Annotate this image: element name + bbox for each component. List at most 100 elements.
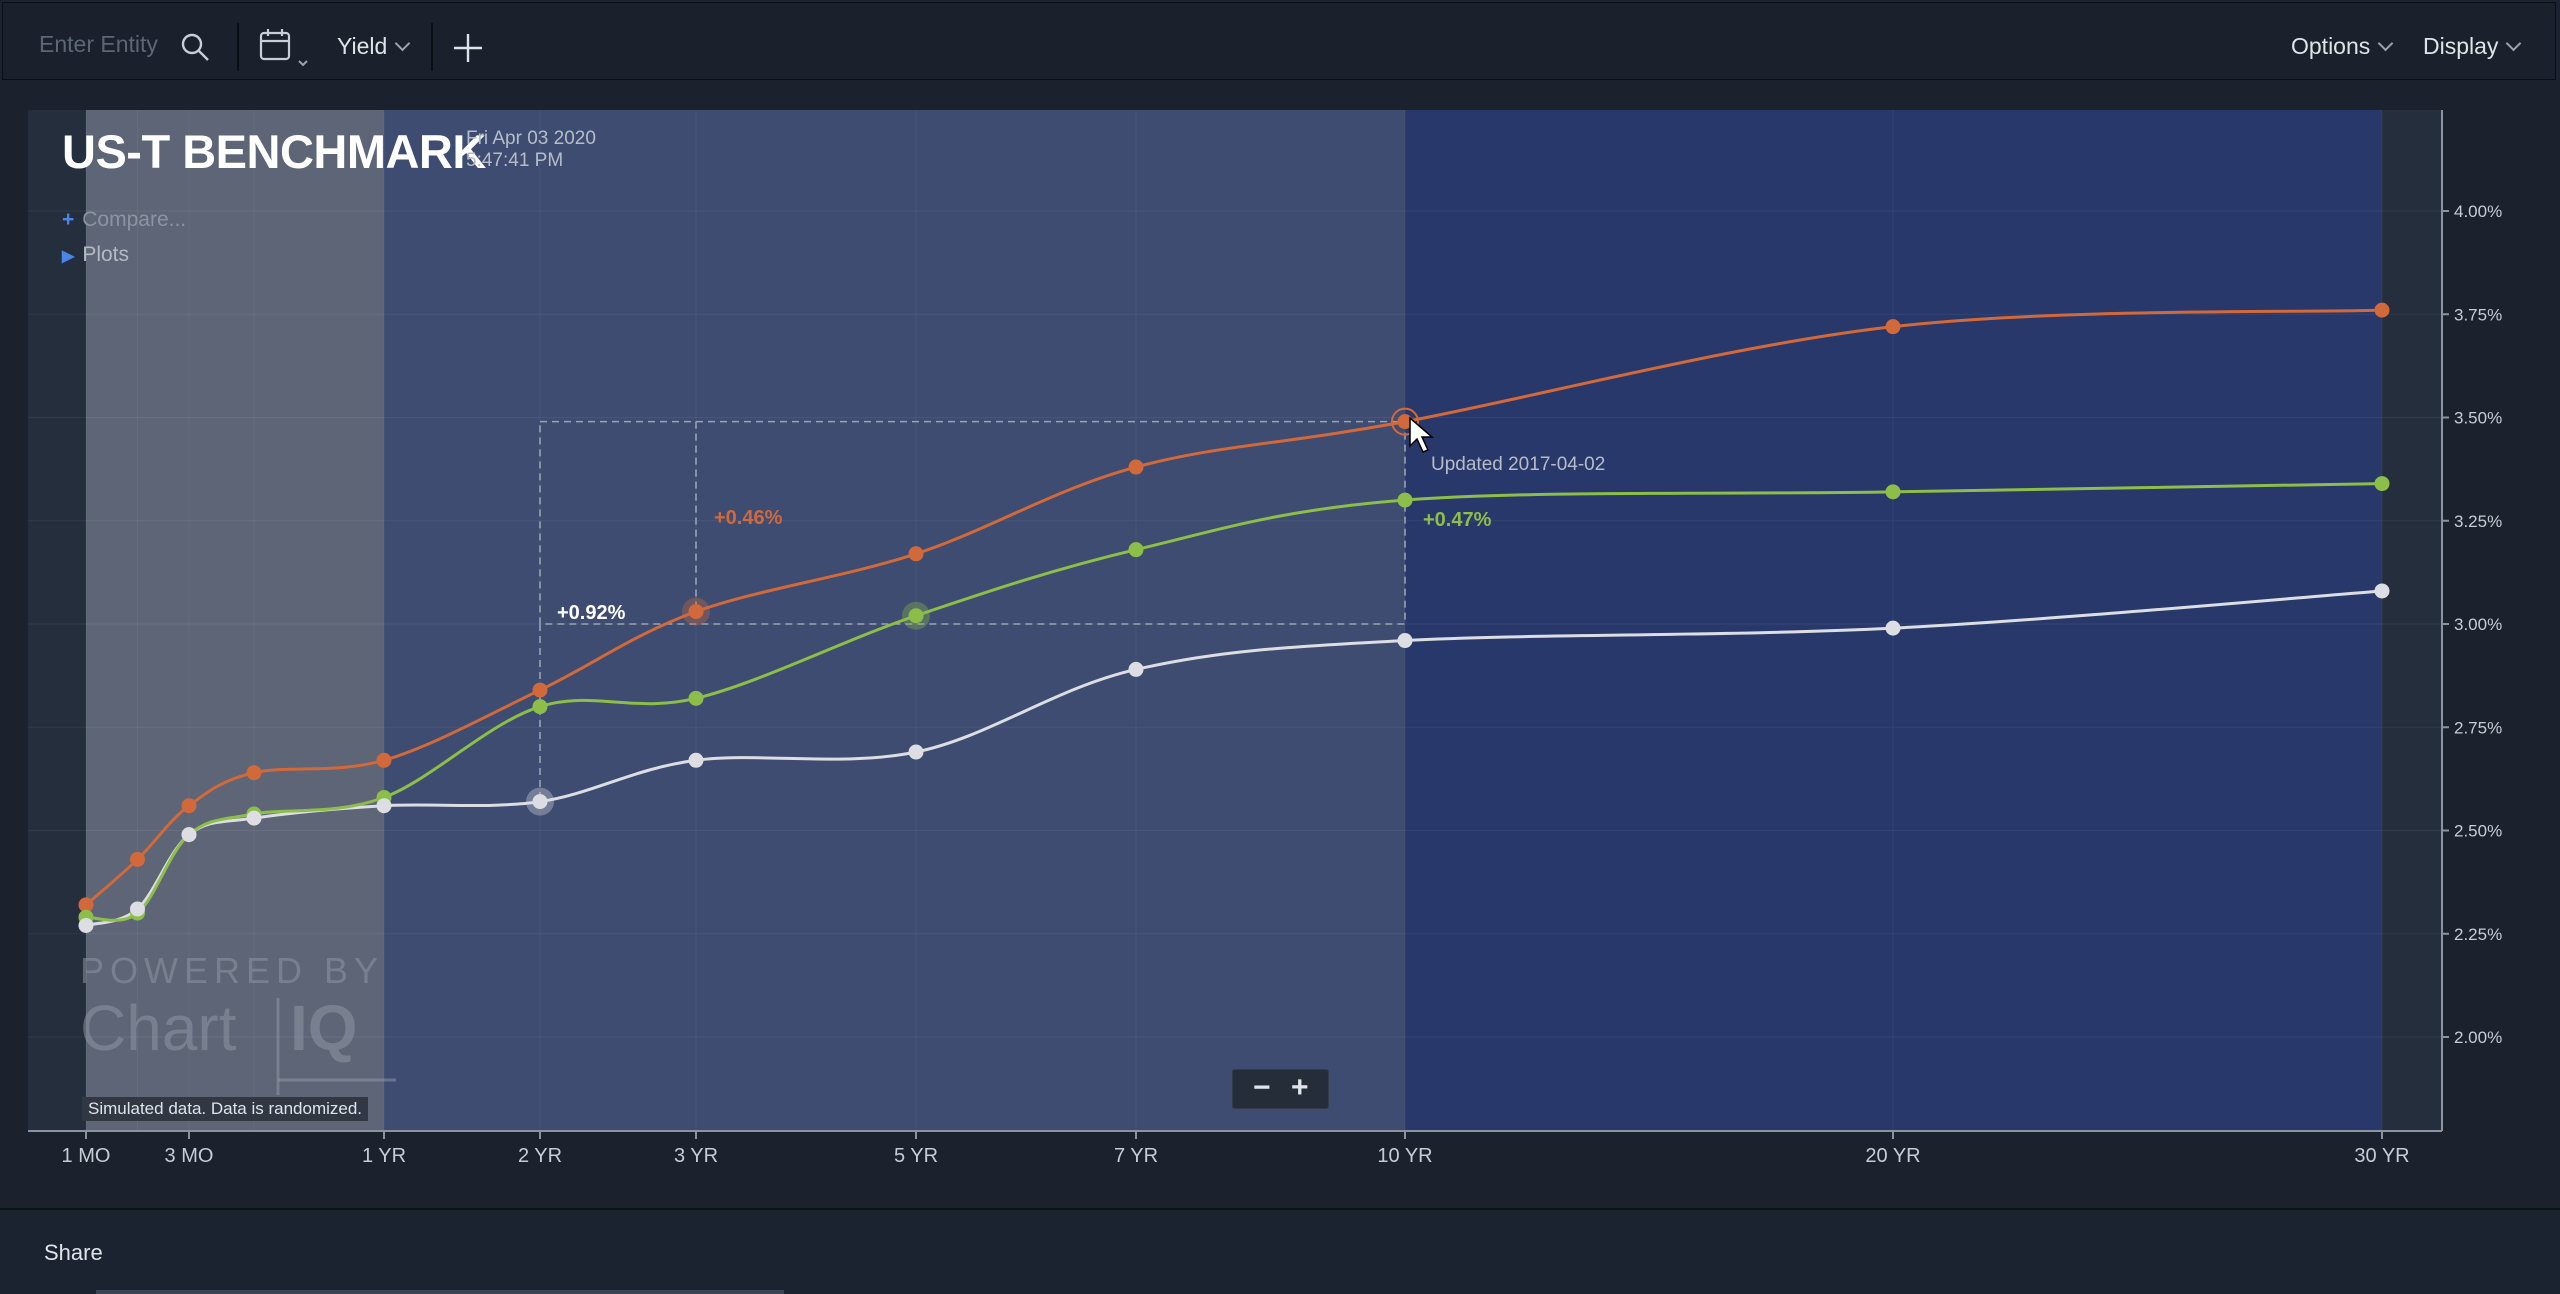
series-point-green bbox=[532, 699, 548, 715]
plus-icon[interactable] bbox=[453, 33, 483, 63]
zoom-controls: − + bbox=[1232, 1069, 1329, 1109]
y-tick-label: 2.25% bbox=[2454, 925, 2502, 944]
plots-label: Plots bbox=[82, 243, 129, 266]
display-menu[interactable]: Display bbox=[2423, 33, 2522, 60]
series-line-white bbox=[85, 589, 2383, 927]
chevron-down-icon bbox=[2506, 35, 2522, 52]
watermark-powered-by: POWERED BY bbox=[80, 950, 384, 991]
x-tick-label: 3 YR bbox=[674, 1145, 718, 1167]
series-point-white bbox=[2374, 583, 2390, 599]
yield-dropdown[interactable]: Yield bbox=[337, 33, 411, 60]
series-point-orange bbox=[1885, 319, 1901, 335]
chevron-down-icon bbox=[395, 35, 411, 52]
simulated-data-note: Simulated data. Data is randomized. bbox=[82, 1097, 369, 1121]
series-point-green bbox=[688, 690, 704, 706]
series-point-white bbox=[688, 752, 704, 768]
x-tick-label: 7 YR bbox=[1114, 1145, 1158, 1167]
series-point-orange bbox=[1397, 414, 1413, 430]
svg-text:Chart: Chart bbox=[80, 992, 237, 1064]
footer: Share bbox=[0, 1208, 2560, 1294]
series-point-white bbox=[130, 901, 145, 917]
series-point-green bbox=[908, 608, 924, 624]
series-point-white bbox=[246, 810, 262, 826]
x-tick-label: 3 MO bbox=[165, 1145, 214, 1167]
measure-label-2yr: +0.92% bbox=[557, 602, 626, 624]
plus-icon: + bbox=[62, 208, 75, 231]
highlight-halo bbox=[682, 597, 710, 626]
series-point-white bbox=[1128, 661, 1144, 677]
series-point-orange bbox=[1128, 459, 1144, 475]
entity-input[interactable]: Enter Entity bbox=[39, 31, 158, 57]
measure-label-3yr: +0.46% bbox=[714, 507, 783, 529]
series-line-orange bbox=[85, 308, 2383, 906]
yield-label: Yield bbox=[337, 33, 388, 59]
compare-button[interactable]: + Compare... bbox=[62, 208, 186, 232]
x-tick-label: 2 YR bbox=[518, 1145, 562, 1167]
plots-toggle[interactable]: ▶ Plots bbox=[62, 243, 129, 267]
range-band-short bbox=[86, 110, 384, 1131]
series-point-green bbox=[2374, 476, 2390, 492]
x-tick-label: 20 YR bbox=[1865, 1145, 1920, 1167]
series-point-white bbox=[532, 794, 548, 810]
series-point-green bbox=[1885, 484, 1901, 500]
hover-tooltip: Updated 2017-04-02 bbox=[1431, 454, 1605, 475]
series-point-orange bbox=[246, 765, 262, 781]
chart-container[interactable]: 4.00% 3.75% 3.50% 3.25% 3.00% 2.75% 2.50% 2.25%… bbox=[0, 80, 2560, 1208]
x-tick-label: 1 YR bbox=[362, 1145, 406, 1167]
highlight-ring bbox=[1391, 407, 1419, 436]
calendar-icon[interactable] bbox=[259, 29, 315, 75]
y-tick-label: 2.75% bbox=[2454, 718, 2502, 737]
x-tick-label: 10 YR bbox=[1377, 1145, 1432, 1167]
zoom-out-button[interactable]: − bbox=[1253, 1071, 1271, 1104]
toolbar: Enter Entity Yield Options Display bbox=[2, 2, 2556, 80]
chart-timestamp: Fri Apr 03 2020 5:47:41 PM bbox=[466, 128, 596, 172]
series-point-orange bbox=[908, 546, 924, 562]
series-point-orange bbox=[78, 897, 94, 913]
series-point-orange bbox=[376, 752, 392, 768]
chart-time: 5:47:41 PM bbox=[466, 150, 564, 171]
toolbar-separator bbox=[237, 23, 239, 71]
x-tick-label: 1 MO bbox=[62, 1145, 111, 1167]
series-point-white bbox=[78, 917, 94, 933]
series-point-white bbox=[1885, 620, 1901, 636]
series-point-green bbox=[1128, 542, 1144, 558]
range-band-mid bbox=[384, 110, 1405, 1131]
chart-title: US-T BENCHMARK bbox=[62, 125, 486, 178]
options-label: Options bbox=[2291, 33, 2371, 59]
y-tick-label: 3.00% bbox=[2454, 615, 2502, 634]
mouse-cursor-icon bbox=[1409, 416, 1435, 453]
series-point-orange bbox=[181, 798, 197, 814]
series-line-green bbox=[85, 482, 2383, 922]
measure-box bbox=[539, 420, 1406, 625]
yield-curve-chart[interactable]: 4.00% 3.75% 3.50% 3.25% 3.00% 2.75% 2.50% 2.25%… bbox=[0, 80, 2560, 1208]
series-point-orange bbox=[2374, 302, 2390, 318]
compare-label: Compare... bbox=[82, 208, 187, 231]
chevron-down-icon bbox=[2377, 35, 2394, 52]
display-label: Display bbox=[2423, 33, 2499, 59]
zoom-in-button[interactable]: + bbox=[1291, 1071, 1309, 1104]
svg-text:IQ: IQ bbox=[290, 992, 358, 1064]
y-tick-label: 4.00% bbox=[2454, 202, 2502, 221]
series-point-white bbox=[1397, 633, 1413, 649]
triangle-right-icon: ▶ bbox=[62, 248, 75, 265]
y-tick-label: 3.50% bbox=[2454, 409, 2502, 428]
toolbar-separator bbox=[431, 23, 433, 71]
y-tick-label: 2.50% bbox=[2454, 822, 2502, 841]
y-tick-label: 3.75% bbox=[2454, 305, 2502, 324]
highlight-halo bbox=[526, 787, 554, 816]
series-point-orange bbox=[532, 682, 548, 698]
measure-label-green: +0.47% bbox=[1423, 509, 1492, 531]
y-tick-label: 2.00% bbox=[2454, 1028, 2502, 1047]
highlight-halo bbox=[902, 601, 930, 630]
series-point-orange bbox=[688, 604, 704, 620]
footer-divider bbox=[96, 1290, 784, 1294]
series-point-green bbox=[1397, 492, 1413, 508]
search-icon[interactable] bbox=[179, 31, 211, 63]
share-button[interactable]: Share bbox=[44, 1240, 103, 1265]
x-tick-label: 30 YR bbox=[2354, 1145, 2409, 1167]
y-tick-label: 3.25% bbox=[2454, 512, 2502, 531]
series-point-orange bbox=[130, 851, 145, 867]
options-menu[interactable]: Options bbox=[2291, 33, 2394, 60]
series-point-white bbox=[181, 827, 197, 843]
chartiq-watermark: POWERED BY Chart IQ bbox=[80, 950, 396, 1095]
